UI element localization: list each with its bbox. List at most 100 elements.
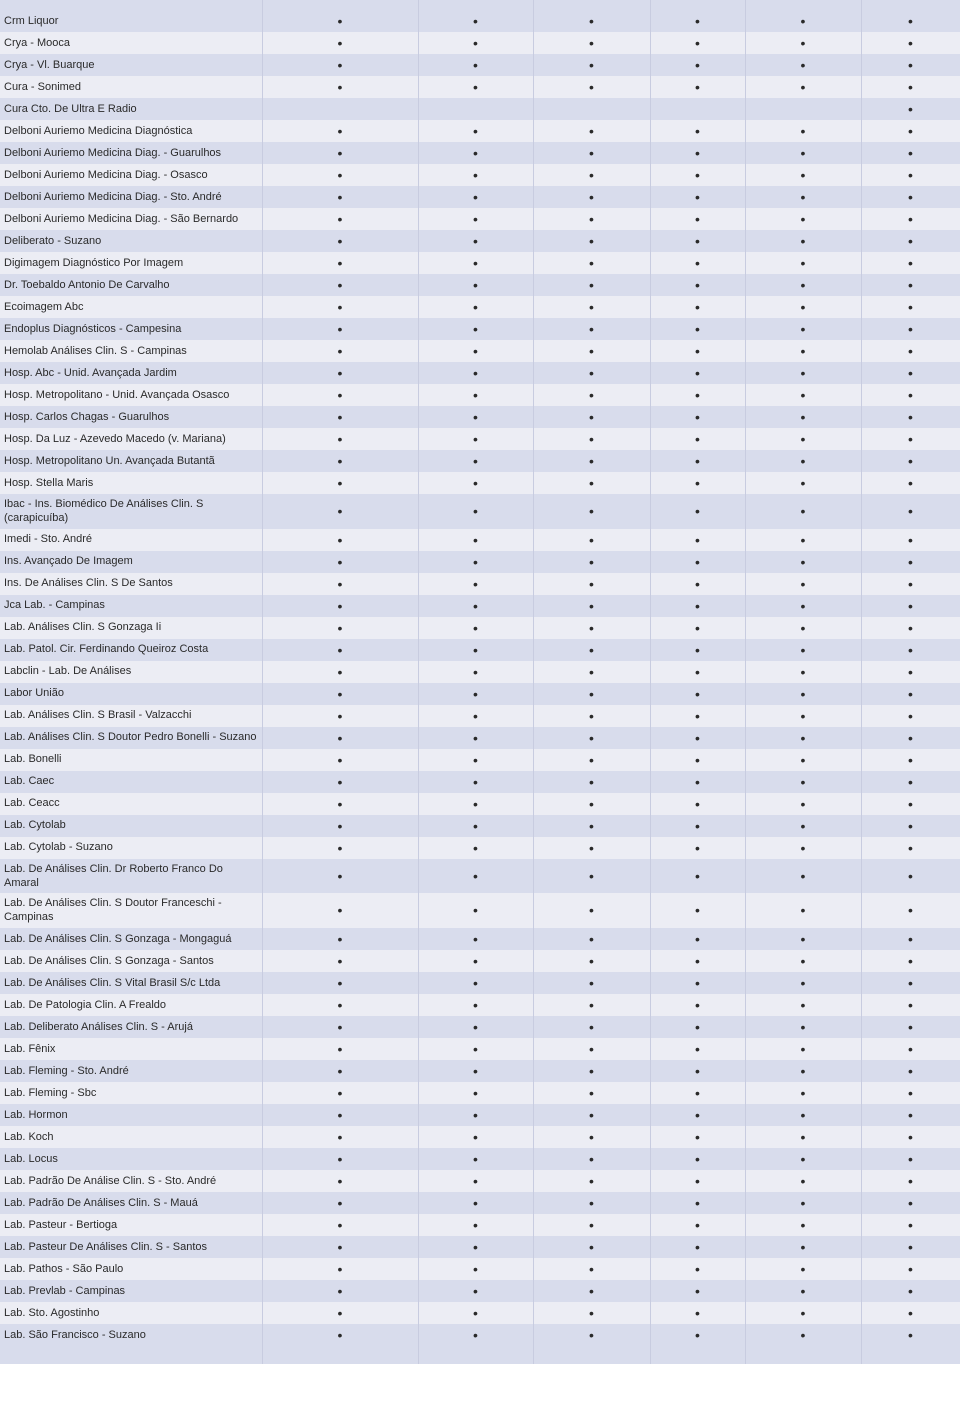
table-row: Dr. Toebaldo Antonio De Carvalho••••••: [0, 274, 960, 296]
coverage-cell: •: [650, 551, 745, 573]
provider-name-cell: Deliberato - Suzano: [0, 230, 262, 252]
coverage-cell: •: [861, 1148, 960, 1170]
coverage-cell: •: [745, 815, 861, 837]
coverage-cell: •: [262, 793, 418, 815]
coverage-cell: •: [533, 837, 650, 859]
coverage-cell: •: [418, 1192, 533, 1214]
coverage-cell: •: [533, 1192, 650, 1214]
provider-name-cell: Lab. Padrão De Análise Clin. S - Sto. An…: [0, 1170, 262, 1192]
table-row: Ecoimagem Abc••••••: [0, 296, 960, 318]
table-row: Lab. Análises Clin. S Brasil - Valzacchi…: [0, 705, 960, 727]
coverage-cell: •: [745, 54, 861, 76]
provider-name-cell: Lab. Ceacc: [0, 793, 262, 815]
table-row: Lab. Bonelli••••••: [0, 749, 960, 771]
coverage-cell: •: [861, 406, 960, 428]
provider-name-cell: Crm Liquor: [0, 10, 262, 32]
coverage-cell: •: [418, 551, 533, 573]
coverage-cell: •: [861, 595, 960, 617]
coverage-cell: •: [418, 296, 533, 318]
coverage-cell: •: [418, 208, 533, 230]
coverage-cell: •: [533, 727, 650, 749]
coverage-cell: •: [861, 252, 960, 274]
coverage-cell: •: [745, 340, 861, 362]
coverage-cell: •: [418, 1104, 533, 1126]
table-row: Lab. São Francisco - Suzano••••••: [0, 1324, 960, 1346]
table-row: Ins. De Análises Clin. S De Santos••••••: [0, 573, 960, 595]
provider-name-cell: Lab. Prevlab - Campinas: [0, 1280, 262, 1302]
coverage-cell: •: [861, 494, 960, 529]
coverage-cell: •: [650, 815, 745, 837]
coverage-cell: •: [262, 705, 418, 727]
coverage-cell: •: [262, 164, 418, 186]
coverage-cell: •: [650, 318, 745, 340]
coverage-cell: •: [861, 1280, 960, 1302]
coverage-cell: •: [745, 142, 861, 164]
coverage-cell: •: [650, 1324, 745, 1346]
coverage-cell: •: [861, 639, 960, 661]
coverage-cell: •: [533, 186, 650, 208]
coverage-cell: •: [418, 32, 533, 54]
provider-name-cell: Hosp. Stella Maris: [0, 472, 262, 494]
coverage-cell: •: [262, 10, 418, 32]
table-row: Lab. De Patologia Clin. A Frealdo••••••: [0, 994, 960, 1016]
coverage-cell: •: [533, 705, 650, 727]
coverage-cell: •: [533, 893, 650, 928]
coverage-cell: •: [861, 32, 960, 54]
coverage-cell: [262, 98, 418, 120]
coverage-cell: •: [861, 893, 960, 928]
coverage-cell: •: [418, 76, 533, 98]
table-row: Hosp. Stella Maris••••••: [0, 472, 960, 494]
coverage-cell: •: [650, 617, 745, 639]
coverage-cell: •: [745, 186, 861, 208]
coverage-cell: •: [650, 10, 745, 32]
coverage-cell: •: [533, 10, 650, 32]
provider-name-cell: Dr. Toebaldo Antonio De Carvalho: [0, 274, 262, 296]
coverage-cell: •: [861, 230, 960, 252]
coverage-cell: •: [418, 1170, 533, 1192]
coverage-cell: •: [650, 573, 745, 595]
coverage-cell: •: [745, 472, 861, 494]
coverage-cell: •: [650, 994, 745, 1016]
coverage-cell: •: [861, 340, 960, 362]
provider-name-cell: Digimagem Diagnóstico Por Imagem: [0, 252, 262, 274]
coverage-cell: •: [745, 705, 861, 727]
coverage-cell: •: [861, 274, 960, 296]
coverage-cell: •: [262, 551, 418, 573]
table-row: Lab. Hormon••••••: [0, 1104, 960, 1126]
coverage-cell: •: [745, 1038, 861, 1060]
provider-name-cell: Lab. Hormon: [0, 1104, 262, 1126]
coverage-cell: •: [533, 296, 650, 318]
coverage-cell: •: [418, 529, 533, 551]
coverage-cell: •: [861, 1082, 960, 1104]
coverage-cell: •: [861, 10, 960, 32]
table-row: Hosp. Carlos Chagas - Guarulhos••••••: [0, 406, 960, 428]
coverage-cell: •: [745, 573, 861, 595]
table-row: Hosp. Abc - Unid. Avançada Jardim••••••: [0, 362, 960, 384]
coverage-cell: •: [861, 950, 960, 972]
coverage-cell: •: [418, 972, 533, 994]
coverage-cell: •: [650, 208, 745, 230]
coverage-cell: •: [533, 1324, 650, 1346]
coverage-cell: •: [650, 54, 745, 76]
coverage-cell: •: [650, 1192, 745, 1214]
coverage-cell: •: [650, 1170, 745, 1192]
table-row: Labclin - Lab. De Análises••••••: [0, 661, 960, 683]
coverage-cell: •: [533, 1214, 650, 1236]
coverage-cell: •: [262, 595, 418, 617]
coverage-cell: •: [650, 1038, 745, 1060]
coverage-cell: •: [418, 771, 533, 793]
coverage-cell: •: [861, 1016, 960, 1038]
coverage-cell: •: [533, 1148, 650, 1170]
table-row: Hosp. Metropolitano Un. Avançada Butantã…: [0, 450, 960, 472]
coverage-cell: •: [418, 661, 533, 683]
provider-name-cell: Jca Lab. - Campinas: [0, 595, 262, 617]
coverage-cell: •: [418, 1126, 533, 1148]
coverage-cell: •: [650, 705, 745, 727]
coverage-cell: •: [418, 318, 533, 340]
coverage-cell: •: [745, 1324, 861, 1346]
coverage-cell: •: [861, 76, 960, 98]
coverage-cell: •: [745, 661, 861, 683]
coverage-cell: •: [418, 950, 533, 972]
coverage-cell: •: [262, 1126, 418, 1148]
coverage-cell: •: [745, 76, 861, 98]
